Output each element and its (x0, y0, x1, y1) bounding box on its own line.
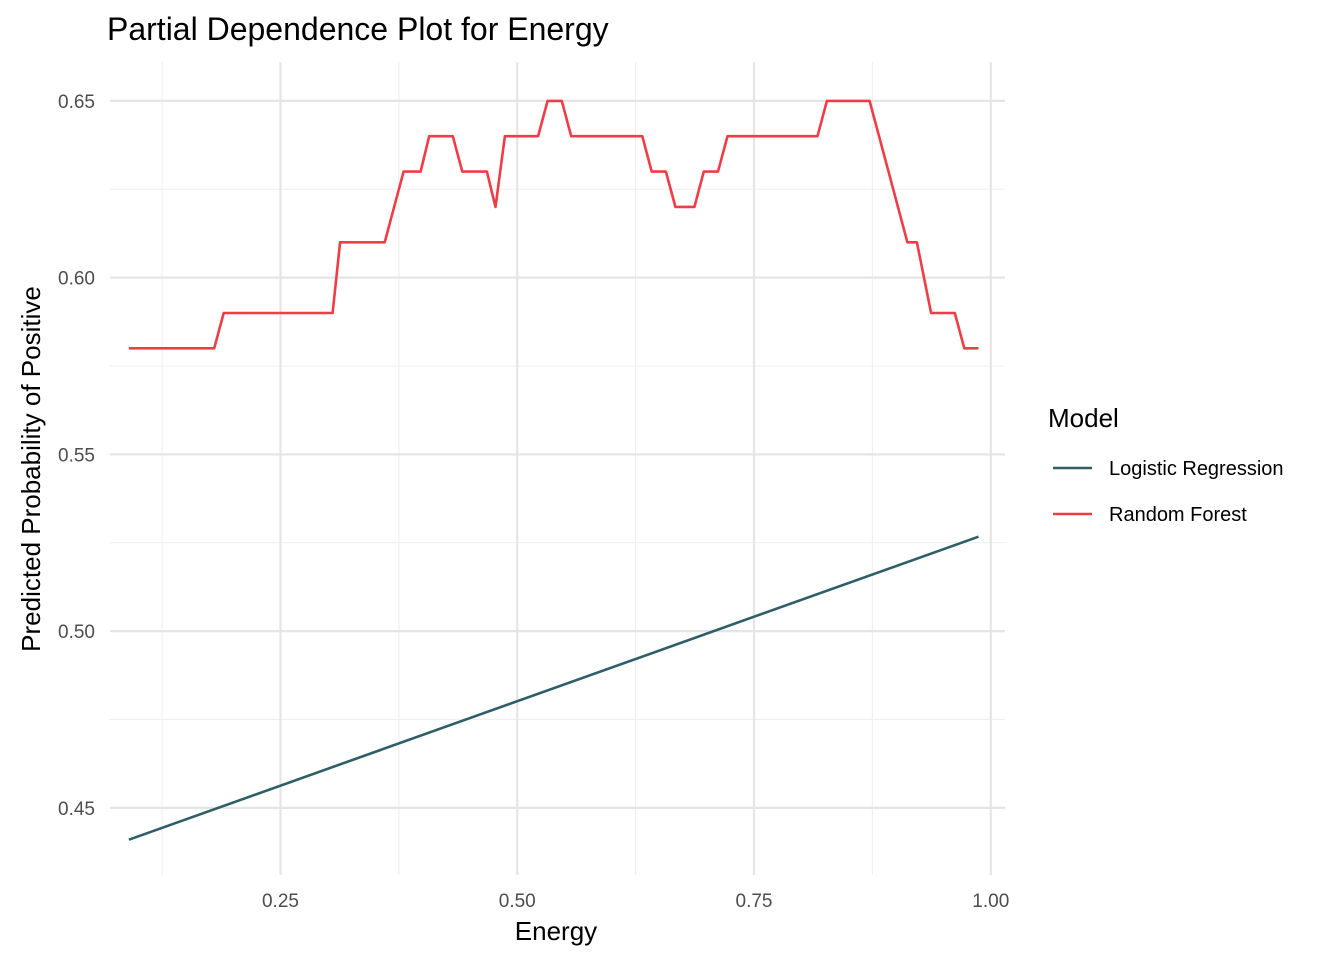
series-lines (128, 99, 979, 841)
legend-label-logistic-regression: Logistic Regression (1109, 458, 1284, 480)
chart-title: Partial Dependence Plot for Energy (107, 11, 609, 47)
x-axis-title: Energy (515, 916, 597, 946)
legend-entries: Logistic Regression Random Forest (1053, 458, 1284, 526)
y-axis-title: Predicted Probability of Positive (16, 286, 46, 652)
x-tick-label: 0.25 (262, 891, 299, 912)
series-line-logistic-regression (128, 535, 979, 841)
y-tick-label: 0.65 (58, 92, 95, 113)
x-axis-tick-labels: 0.25 0.50 0.75 1.00 (262, 891, 1009, 912)
legend-title: Model (1048, 403, 1119, 433)
y-tick-label: 0.50 (58, 622, 95, 643)
minor-gridlines (110, 62, 1005, 875)
y-tick-label: 0.60 (58, 269, 95, 290)
major-gridlines (110, 62, 1005, 875)
x-tick-label: 1.00 (972, 891, 1009, 912)
legend: Model Logistic Regression Random Forest (1048, 403, 1284, 526)
legend-label-random-forest: Random Forest (1109, 504, 1247, 526)
y-tick-label: 0.45 (58, 799, 95, 820)
y-tick-label: 0.55 (58, 445, 95, 466)
x-tick-label: 0.50 (499, 891, 536, 912)
x-tick-label: 0.75 (736, 891, 773, 912)
series-line-random-forest (128, 99, 979, 350)
y-axis-tick-labels: 0.45 0.50 0.55 0.60 0.65 (58, 92, 95, 820)
